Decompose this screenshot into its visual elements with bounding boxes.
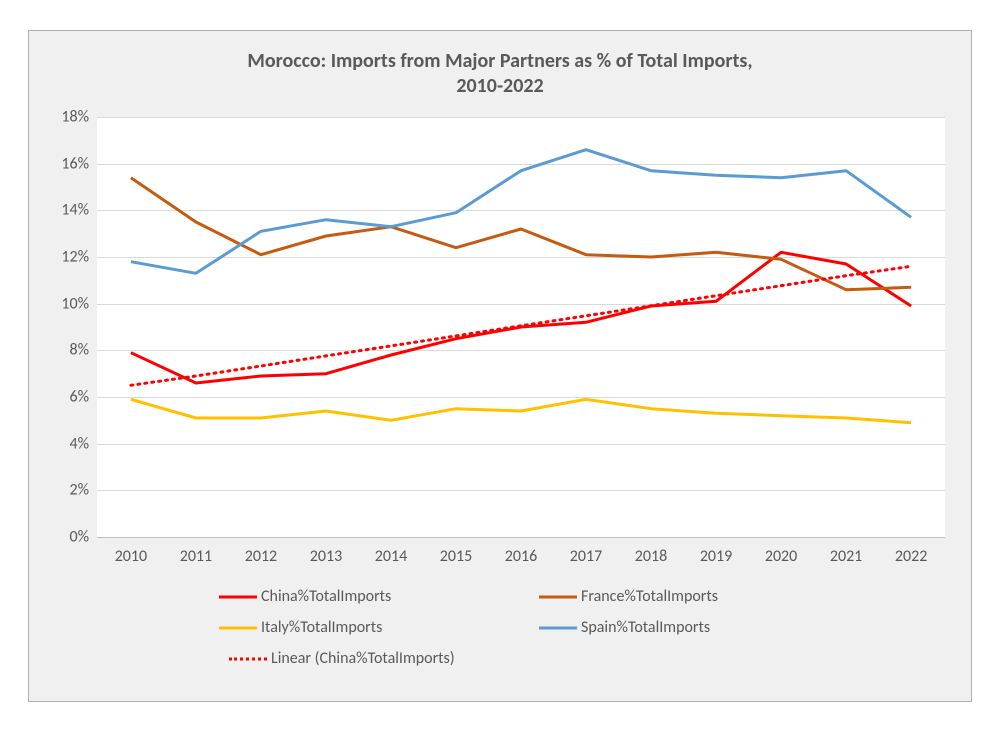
- y-tick-label: 12%: [39, 248, 89, 267]
- legend-label: Spain%TotalImports: [581, 618, 710, 637]
- x-tick-label: 2013: [310, 547, 342, 566]
- legend-row: China%TotalImports France%TotalImports: [199, 587, 819, 606]
- y-tick-label: 16%: [39, 154, 89, 173]
- y-tick-label: 8%: [39, 341, 89, 360]
- y-tick-label: 18%: [39, 108, 89, 127]
- x-tick-label: 2015: [440, 547, 472, 566]
- x-tick-label: 2017: [570, 547, 602, 566]
- legend-label: Linear (China%TotalImports): [271, 649, 455, 668]
- legend-swatch: [219, 622, 257, 634]
- legend-swatch: [219, 591, 257, 603]
- legend-swatch: [539, 591, 577, 603]
- legend-label: France%TotalImports: [581, 587, 718, 606]
- x-tick-label: 2022: [895, 547, 927, 566]
- legend-row: Italy%TotalImports Spain%TotalImports: [199, 618, 819, 637]
- series-france: [131, 178, 911, 290]
- y-tick-label: 0%: [39, 528, 89, 547]
- series-china_trend: [131, 266, 911, 385]
- legend-swatch: [229, 653, 267, 665]
- legend-item-spain: Spain%TotalImports: [539, 618, 799, 637]
- chart-frame: Morocco: Imports from Major Partners as …: [28, 30, 972, 702]
- x-tick-label: 2012: [245, 547, 277, 566]
- x-tick-label: 2021: [830, 547, 862, 566]
- legend-swatch: [539, 622, 577, 634]
- x-tick-label: 2016: [505, 547, 537, 566]
- legend-item-italy: Italy%TotalImports: [219, 618, 479, 637]
- legend: China%TotalImports France%TotalImports Ita…: [199, 587, 819, 680]
- legend-item-china_trend: Linear (China%TotalImports): [229, 649, 489, 668]
- legend-label: Italy%TotalImports: [261, 618, 382, 637]
- chart-title: Morocco: Imports from Major Partners as …: [29, 49, 971, 99]
- x-tick-label: 2010: [115, 547, 147, 566]
- y-tick-label: 14%: [39, 201, 89, 220]
- y-tick-label: 10%: [39, 294, 89, 313]
- gridline: [97, 537, 945, 538]
- x-tick-label: 2020: [765, 547, 797, 566]
- chart-title-line1: Morocco: Imports from Major Partners as …: [29, 49, 971, 74]
- legend-item-france: France%TotalImports: [539, 587, 799, 606]
- series-china: [131, 252, 911, 383]
- legend-row: Linear (China%TotalImports): [199, 649, 819, 668]
- series-italy: [131, 399, 911, 422]
- x-tick-label: 2011: [180, 547, 212, 566]
- y-tick-label: 4%: [39, 434, 89, 453]
- x-tick-label: 2014: [375, 547, 407, 566]
- legend-item-china: China%TotalImports: [219, 587, 479, 606]
- x-tick-label: 2019: [700, 547, 732, 566]
- chart-title-line2: 2010-2022: [29, 74, 971, 99]
- y-tick-label: 6%: [39, 388, 89, 407]
- chart-lines: [97, 117, 945, 537]
- y-tick-label: 2%: [39, 481, 89, 500]
- x-tick-label: 2018: [635, 547, 667, 566]
- legend-label: China%TotalImports: [261, 587, 391, 606]
